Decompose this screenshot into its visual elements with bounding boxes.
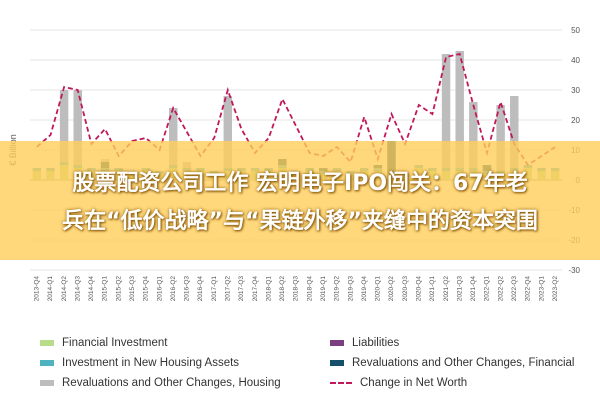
legend-item-financial-investment: Financial Investment	[40, 334, 167, 352]
bar-revaluations-and-other-changes-housing	[223, 96, 233, 168]
legend-item-liabilities: Liabilities	[330, 334, 399, 352]
bar-revaluations-and-other-changes-housing	[496, 105, 505, 171]
x-tick-label: 2020-Q2	[388, 276, 395, 302]
x-tick-label: 2016-Q4	[197, 276, 204, 302]
x-tick-label: 2013-Q4	[34, 276, 41, 302]
bar-revaluations-and-other-changes-housing	[73, 90, 82, 165]
legend-swatch	[40, 360, 54, 366]
legend-label: Investment in New Housing Assets	[62, 357, 240, 369]
y-tick-label: 40	[571, 56, 580, 65]
x-tick-label: 2022-Q4	[525, 276, 532, 302]
y-tick-label: -30	[568, 266, 580, 275]
bar-revaluations-and-other-changes-housing	[469, 102, 478, 168]
bar-revaluations-and-other-changes-housing	[169, 108, 178, 165]
headline-line-1: 股票配资公司工作 宏明电子IPO闯关：67年老	[72, 171, 528, 196]
x-tick-label: 2015-Q1	[102, 276, 109, 302]
bar-revaluations-and-other-changes-housing	[59, 90, 69, 162]
x-tick-label: 2014-Q1	[47, 276, 54, 302]
x-tick-label: 2014-Q4	[88, 276, 95, 302]
x-tick-label: 2014-Q3	[74, 276, 81, 302]
x-tick-label: 2022-Q3	[511, 276, 518, 302]
bar-revaluations-and-other-changes-housing	[455, 51, 464, 168]
x-tick-label: 2017-Q3	[238, 276, 245, 302]
x-tick-label: 2017-Q2	[225, 276, 232, 302]
legend-label: Revaluations and Other Changes, Housing	[62, 377, 281, 389]
x-tick-label: 2019-Q3	[347, 276, 354, 302]
legend-swatch	[330, 360, 344, 366]
x-tick-label: 2023-Q1	[538, 276, 545, 302]
x-tick-label: 2018-Q2	[279, 276, 286, 302]
x-tick-label: 2021-Q1	[429, 276, 436, 302]
x-tick-label: 2020-Q1	[375, 276, 382, 302]
x-tick-label: 2014-Q2	[61, 276, 68, 302]
legend-swatch	[40, 340, 54, 346]
x-tick-label: 2017-Q1	[211, 276, 218, 302]
x-tick-label: 2016-Q2	[170, 276, 177, 302]
legend-item-revaluations-financial: Revaluations and Other Changes, Financia…	[330, 354, 574, 372]
legend-item-investment-new-housing: Investment in New Housing Assets	[40, 354, 239, 372]
legend-label: Change in Net Worth	[360, 377, 468, 389]
bar-revaluations-and-other-changes-housing	[510, 96, 519, 168]
x-tick-label: 2016-Q3	[184, 276, 191, 302]
y-tick-label: 50	[571, 26, 580, 35]
x-tick-label: 2017-Q4	[252, 276, 259, 302]
x-tick-label: 2018-Q3	[293, 276, 300, 302]
y-tick-label: 20	[571, 116, 580, 125]
x-tick-label: 2020-Q3	[402, 276, 409, 302]
x-tick-label: 2019-Q4	[361, 276, 368, 302]
x-tick-label: 2015-Q4	[143, 276, 150, 302]
legend-item-revaluations-housing: Revaluations and Other Changes, Housing	[40, 374, 281, 392]
x-tick-label: 2018-Q4	[306, 276, 313, 302]
x-tick-label: 2016-Q1	[156, 276, 163, 302]
bar-revaluations-and-other-changes-housing	[441, 54, 451, 168]
x-tick-label: 2023-Q2	[552, 276, 559, 302]
legend-label: Financial Investment	[62, 337, 168, 349]
legend-label: Liabilities	[352, 337, 400, 349]
x-tick-label: 2021-Q3	[456, 276, 463, 302]
legend-item-change-net-worth: Change in Net Worth	[330, 374, 467, 392]
x-tick-label: 2019-Q2	[334, 276, 341, 302]
legend-swatch-dash	[330, 382, 352, 384]
x-tick-label: 2015-Q2	[115, 276, 122, 302]
x-tick-label: 2021-Q2	[443, 276, 450, 302]
y-tick-label: 30	[571, 86, 580, 95]
headline-overlay: 股票配资公司工作 宏明电子IPO闯关：67年老 兵在“低价战略”与“果链外移”夹…	[0, 141, 600, 260]
x-tick-label: 2019-Q1	[320, 276, 327, 302]
chart-legend: Financial Investment Liabilities Investm…	[0, 326, 600, 400]
headline-line-2: 兵在“低价战略”与“果链外移”夹缝中的资本突围	[62, 209, 538, 234]
legend-swatch	[40, 380, 54, 386]
x-tick-label: 2018-Q1	[265, 276, 272, 302]
x-tick-label: 2015-Q3	[129, 276, 136, 302]
x-tick-label: 2022-Q2	[497, 276, 504, 302]
x-tick-label: 2020-Q4	[415, 276, 422, 302]
x-tick-label: 2021-Q4	[470, 276, 477, 302]
legend-label: Revaluations and Other Changes, Financia…	[352, 357, 575, 369]
x-tick-label: 2022-Q1	[484, 276, 491, 302]
legend-swatch	[330, 340, 344, 346]
